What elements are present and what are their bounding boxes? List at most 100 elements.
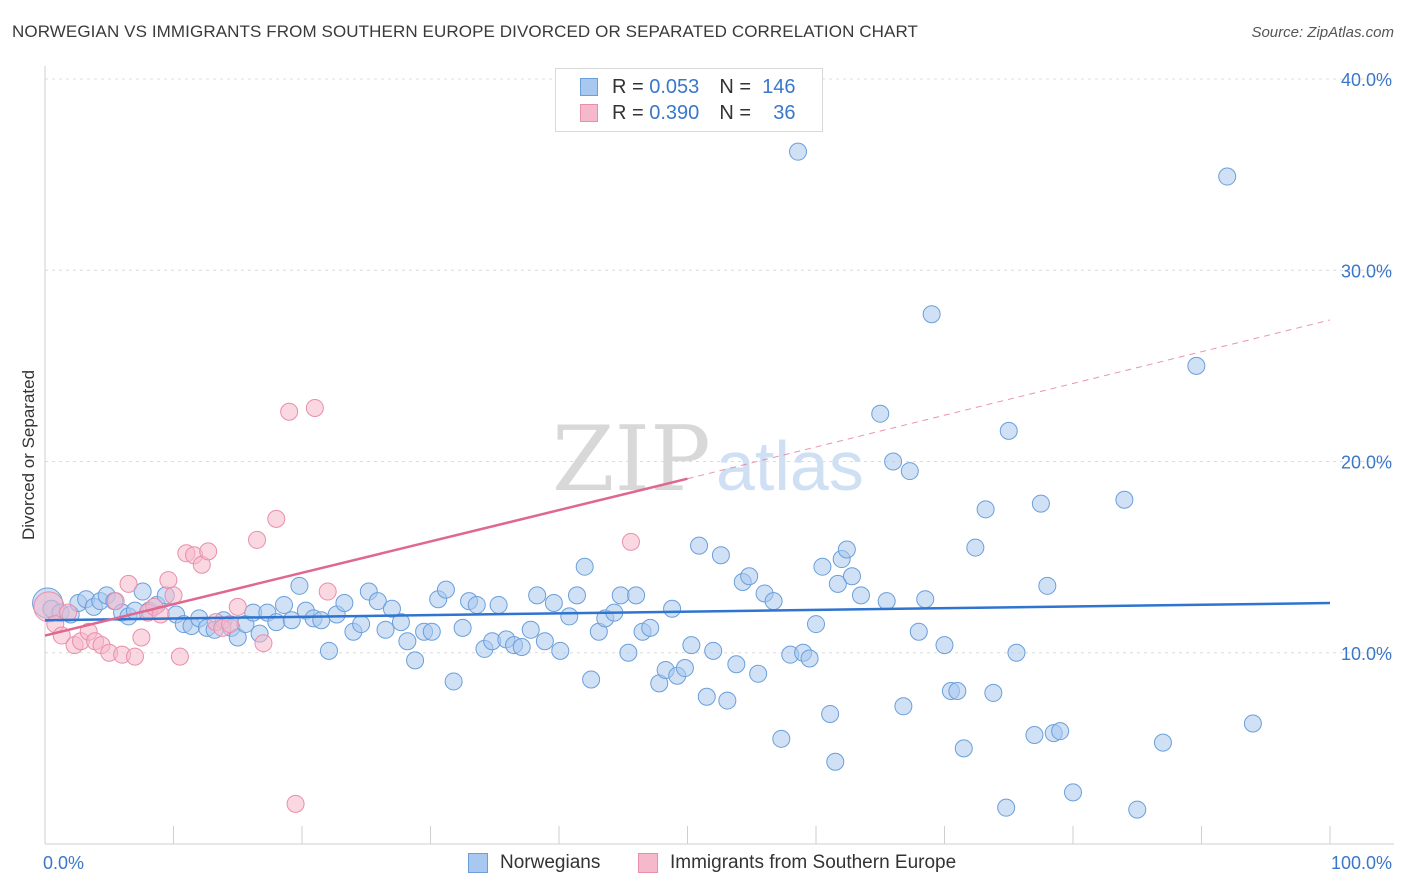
norwegians-point xyxy=(619,643,638,662)
norwegians-point xyxy=(718,691,737,710)
norwegians-point xyxy=(611,586,630,605)
norwegians-point xyxy=(935,636,954,655)
norwegians-point xyxy=(275,595,294,614)
norwegians-point xyxy=(228,628,247,647)
norwegians-point xyxy=(1051,722,1070,741)
norwegians-point xyxy=(1038,576,1057,595)
immigrants-point xyxy=(286,794,305,813)
norwegians-point xyxy=(1031,494,1050,513)
legend-r-value: 0.053 xyxy=(649,75,700,98)
norwegians-point xyxy=(1153,733,1172,752)
norwegians-point xyxy=(535,632,554,651)
immigrants-point xyxy=(170,647,189,666)
norwegians-point xyxy=(922,305,941,324)
y-tick-label: 20.0% xyxy=(1341,453,1392,473)
norwegians-point xyxy=(560,607,579,626)
legend-item-norwegians: Norwegians xyxy=(468,852,600,874)
x-tick-labels: 0.0% 100.0% xyxy=(43,853,1392,873)
norwegians-point xyxy=(884,452,903,471)
series-legend: Norwegians Immigrants from Southern Euro… xyxy=(0,852,1406,878)
norwegians-point xyxy=(675,659,694,678)
norwegians-point xyxy=(528,586,547,605)
norwegians-point xyxy=(789,142,808,161)
norwegians-point xyxy=(444,672,463,691)
norwegians-point xyxy=(828,574,847,593)
axes xyxy=(44,66,1394,845)
x-tick-label: 0.0% xyxy=(43,853,84,873)
norwegians-point xyxy=(813,557,832,576)
norwegians-point xyxy=(663,599,682,618)
norwegians-point xyxy=(842,567,861,586)
immigrants-point xyxy=(106,592,125,611)
immigrants-point xyxy=(621,532,640,551)
norwegians-point xyxy=(133,582,152,601)
immigrants-point xyxy=(318,582,337,601)
norwegians-point xyxy=(704,641,723,660)
norwegians-point xyxy=(368,592,387,611)
norwegians-point xyxy=(453,618,472,637)
y-tick-label: 30.0% xyxy=(1341,261,1392,281)
norwegians-point xyxy=(894,697,913,716)
immigrants-point xyxy=(280,402,299,421)
legend-row-norwegians: R = 0.053 N = 146 xyxy=(580,74,796,100)
norwegians-point xyxy=(837,540,856,559)
immigrants-point xyxy=(164,586,183,605)
norwegians-point xyxy=(800,649,819,668)
immigrants-point xyxy=(221,615,240,634)
x-tick-label: 100.0% xyxy=(1331,853,1392,873)
norwegians-point xyxy=(582,670,601,689)
legend-item-immigrants: Immigrants from Southern Europe xyxy=(638,852,956,874)
legend-r-label: R = xyxy=(612,101,644,124)
norwegians-point xyxy=(976,500,995,519)
norwegians-point xyxy=(764,592,783,611)
norwegians-point xyxy=(551,641,570,660)
immigrants-point xyxy=(119,574,138,593)
norwegians-point xyxy=(575,557,594,576)
immigrants-point xyxy=(267,509,286,528)
norwegians-point xyxy=(749,664,768,683)
norwegians-point xyxy=(697,687,716,706)
legend-n-label: N = xyxy=(719,101,751,124)
legend-swatch-pink xyxy=(580,104,598,122)
legend-r-label: R = xyxy=(612,75,644,98)
norwegians-point xyxy=(851,586,870,605)
norwegians-point xyxy=(772,729,791,748)
norwegians-point xyxy=(997,798,1016,817)
legend-swatch-blue xyxy=(580,78,598,96)
norwegians-point xyxy=(422,622,441,641)
immigrants-point xyxy=(159,571,178,590)
legend-label-norwegians: Norwegians xyxy=(500,852,601,873)
norwegians-point xyxy=(312,611,331,630)
norwegians-point xyxy=(1025,725,1044,744)
legend-swatch-blue xyxy=(468,853,488,873)
norwegians-point xyxy=(641,618,660,637)
norwegians-point xyxy=(436,580,455,599)
norwegians-point xyxy=(1243,714,1262,733)
norwegians-point xyxy=(954,739,973,758)
norwegians-point xyxy=(1187,356,1206,375)
norwegians-point xyxy=(900,462,919,481)
norwegians-point xyxy=(727,655,746,674)
legend-r-value: 0.390 xyxy=(649,101,700,124)
norwegians-point xyxy=(821,704,840,723)
norwegians-point xyxy=(807,615,825,634)
immigrants-point xyxy=(228,597,247,616)
immigrants-point xyxy=(248,530,267,549)
norwegians-point xyxy=(682,636,701,655)
norwegians-point xyxy=(984,683,1003,702)
norwegians-point xyxy=(391,613,410,632)
norwegians-point xyxy=(871,404,890,423)
watermark: ZIP atlas xyxy=(552,407,864,512)
legend-label-immigrants: Immigrants from Southern Europe xyxy=(670,852,957,873)
legend-n-value: 146 xyxy=(762,75,796,98)
legend-swatch-pink xyxy=(638,853,658,873)
norwegians-point xyxy=(909,622,928,641)
immigrants-point xyxy=(59,603,78,622)
norwegians-point xyxy=(382,599,401,618)
y-tick-label: 40.0% xyxy=(1341,70,1392,90)
norwegians-point xyxy=(521,620,540,639)
watermark-zip: ZIP xyxy=(552,407,711,512)
chart-title: NORWEGIAN VS IMMIGRANTS FROM SOUTHERN EU… xyxy=(12,22,919,41)
norwegians-point xyxy=(1128,800,1147,819)
